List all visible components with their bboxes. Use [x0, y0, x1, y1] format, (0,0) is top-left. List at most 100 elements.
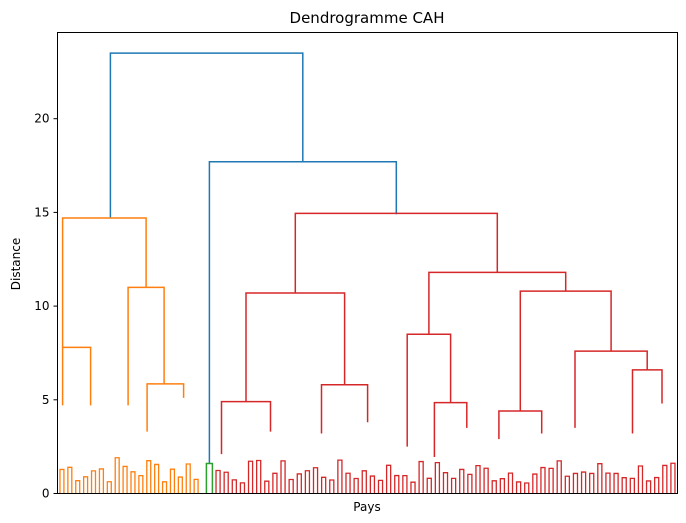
leaf-link — [426, 477, 432, 494]
leaf-link — [231, 479, 237, 494]
x-axis-label: Pays — [353, 500, 380, 514]
leaf-link — [280, 460, 286, 494]
leaf-link — [67, 466, 73, 494]
leaf-link — [524, 482, 530, 494]
leaf-link — [288, 478, 294, 494]
y-tick-label: 5 — [42, 393, 50, 407]
y-tick-label: 0 — [42, 487, 50, 501]
leaf-link — [402, 474, 408, 494]
leaf-link — [654, 476, 660, 494]
leaf-link — [185, 463, 191, 494]
leaf-link — [320, 476, 327, 494]
leaf-link — [467, 473, 473, 494]
leaf-link — [264, 480, 270, 494]
leaf-link — [329, 479, 335, 494]
leaf-link — [122, 465, 128, 494]
leaf-link — [459, 468, 465, 494]
leaf-link — [114, 457, 120, 494]
leaf-link — [475, 464, 481, 494]
dendrogram-leaves — [59, 457, 676, 494]
dendrogram-link — [498, 410, 543, 440]
leaf-link — [418, 460, 424, 494]
leaf-link — [572, 472, 579, 494]
dendrogram-link — [61, 346, 92, 406]
leaf-link — [161, 481, 168, 494]
leaf-link — [106, 481, 112, 494]
leaf-link — [637, 465, 644, 494]
plot-frame — [57, 32, 678, 494]
dendrogram-link — [320, 384, 369, 434]
leaf-link — [605, 472, 611, 494]
leaf-link — [90, 470, 97, 494]
y-axis-ticks: 0 5 10 15 20 — [34, 112, 58, 501]
leaf-link — [532, 473, 538, 494]
leaf-link — [177, 476, 183, 494]
leaf-link — [239, 482, 246, 494]
leaf-link — [337, 459, 343, 494]
leaf-link — [597, 463, 603, 494]
leaf-link — [247, 460, 254, 494]
leaf-link — [377, 479, 384, 494]
leaf-link — [353, 477, 359, 494]
leaf-link — [589, 472, 595, 494]
leaf-link — [345, 472, 351, 494]
leaf-link — [193, 478, 199, 494]
leaf-link — [580, 471, 587, 494]
chart-title: Dendrogramme CAH — [290, 9, 445, 27]
leaf-link — [361, 470, 367, 494]
dendrogram-link — [61, 217, 147, 348]
leaf-link — [223, 471, 229, 494]
leaf-link — [548, 467, 554, 494]
dendrogram-link — [208, 161, 398, 464]
leaf-link — [394, 474, 400, 494]
leaf-link — [645, 480, 652, 494]
dendrogram-link — [519, 290, 612, 412]
dendrogram-links — [61, 52, 663, 494]
leaf-link — [215, 469, 221, 494]
leaf-link — [255, 459, 262, 494]
leaf-link — [556, 460, 562, 494]
leaf-link — [629, 477, 636, 494]
dendrogram-link — [574, 350, 648, 428]
leaf-link — [621, 477, 627, 494]
leaf-link — [169, 468, 176, 494]
y-tick-label: 15 — [34, 205, 49, 219]
dendrogram-link — [631, 369, 663, 434]
dendrogram-link — [109, 52, 304, 219]
leaf-link — [507, 472, 514, 494]
leaf-link — [483, 467, 489, 494]
leaf-link — [450, 477, 457, 494]
y-axis-label: Distance — [9, 238, 23, 290]
dendrogram-link — [433, 401, 468, 457]
leaf-link — [369, 475, 376, 494]
leaf-link — [154, 463, 160, 494]
leaf-link — [442, 472, 449, 494]
leaf-link — [75, 480, 81, 494]
leaf-link — [272, 472, 278, 494]
leaf-link — [540, 466, 546, 494]
leaf-link — [670, 462, 676, 494]
leaf-link — [564, 475, 571, 494]
leaf-link — [385, 464, 392, 494]
leaf-link — [499, 478, 506, 494]
leaf-link — [130, 471, 136, 494]
leaf-link — [434, 461, 441, 494]
leaf-link — [146, 460, 152, 494]
leaf-link — [662, 464, 668, 494]
leaf-link — [491, 480, 497, 494]
leaf-link — [138, 474, 144, 494]
leaf-link — [82, 476, 89, 494]
leaf-link — [59, 468, 65, 494]
dendrogram-link — [220, 400, 272, 455]
leaf-link — [515, 481, 522, 494]
dendrogram-link — [428, 271, 567, 335]
y-tick-label: 20 — [34, 112, 49, 126]
dendrogram-link — [406, 333, 452, 447]
leaf-link — [98, 468, 105, 494]
dendrogram-link — [245, 292, 346, 402]
dendrogram-link — [205, 462, 214, 494]
leaf-link — [312, 467, 319, 494]
dendrogram-link — [146, 383, 185, 432]
leaf-link — [613, 472, 619, 494]
